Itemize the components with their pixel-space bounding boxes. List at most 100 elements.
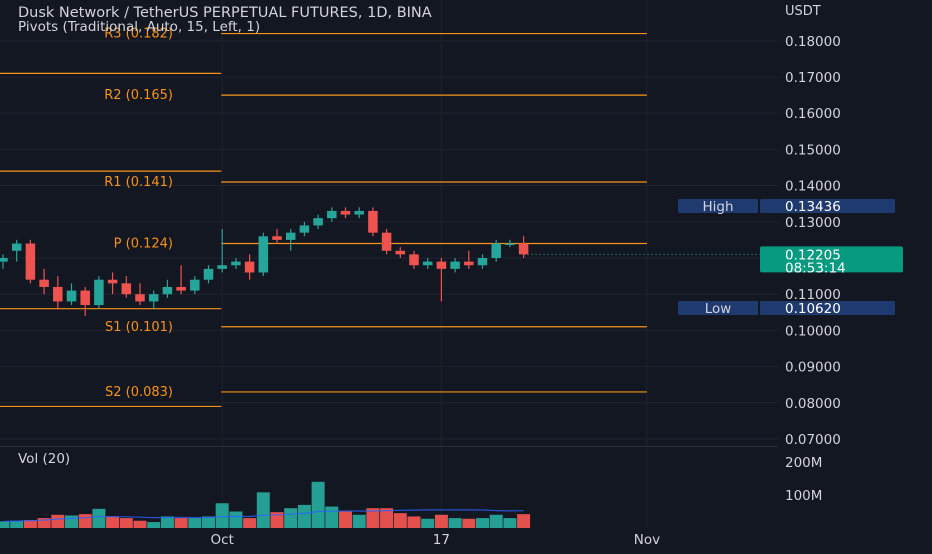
candle-body	[477, 258, 488, 266]
high-tag-value: 0.13436	[785, 199, 841, 215]
candle-body	[258, 236, 269, 273]
candle-body	[0, 258, 8, 262]
candle-body	[190, 279, 200, 291]
candle-body	[11, 243, 22, 251]
candle-body	[409, 254, 419, 266]
volume-bar	[37, 518, 51, 528]
volume-bar	[407, 516, 421, 528]
candle-body	[25, 243, 36, 280]
candle-body	[176, 286, 186, 291]
candle-body	[422, 261, 433, 266]
volume-bar	[434, 514, 448, 528]
volume-bar	[517, 514, 531, 528]
volume-bar	[380, 508, 394, 528]
volume-tick-label: 100M	[785, 488, 822, 504]
pivot-label-r3: R3 (0.182)	[104, 27, 173, 42]
candle-body	[381, 232, 392, 251]
volume-tick-label: 200M	[785, 455, 822, 471]
volume-bar	[0, 521, 10, 528]
volume-indicator-label[interactable]: Vol (20)	[18, 451, 70, 467]
candle-body	[272, 236, 282, 240]
volume-bar	[215, 503, 229, 528]
volume-bar	[297, 504, 311, 528]
time-tick-label: Nov	[634, 532, 660, 548]
candle-body	[80, 290, 90, 306]
candle-body	[464, 261, 474, 266]
candle-body	[121, 283, 132, 295]
candle-body	[66, 290, 77, 302]
candle-body	[162, 286, 173, 295]
volume-bar	[421, 518, 435, 528]
volume-bar	[202, 516, 215, 528]
candle-body	[203, 268, 214, 280]
volume-bar	[256, 492, 270, 528]
volume-bar	[188, 518, 202, 528]
candle-body	[148, 294, 159, 302]
candle-body	[244, 261, 255, 273]
time-tick-label: 17	[433, 532, 450, 548]
volume-bar	[503, 518, 517, 528]
volume-bar	[23, 520, 37, 528]
volume-bar	[119, 518, 133, 528]
price-tick-label: 0.16000	[785, 106, 841, 122]
current-price-countdown: 08:53:14	[785, 260, 846, 276]
pivot-label-s1: S1 (0.101)	[105, 320, 173, 335]
pivot-label-s2: S2 (0.083)	[105, 385, 173, 400]
volume-bar	[229, 511, 243, 528]
pivot-layer: R3 (0.182) R2 (0.165) R1 (0.141) P (0.124) S…	[0, 27, 647, 408]
volume-bar	[270, 512, 284, 528]
volume-bar	[51, 514, 65, 528]
price-tick-label: 0.15000	[785, 142, 841, 158]
pivot-label-p: P (0.124)	[114, 237, 173, 252]
volume-bar	[65, 515, 78, 528]
price-tick-label: 0.10000	[785, 323, 841, 339]
candle-body	[94, 279, 104, 306]
volume-bar	[366, 508, 380, 528]
volume-layer	[0, 481, 531, 528]
grid-layer	[0, 0, 778, 528]
volume-bar	[448, 518, 462, 528]
candle-body	[518, 243, 529, 255]
pivot-label-r1: R1 (0.141)	[104, 175, 173, 190]
candle-body	[327, 210, 337, 219]
low-tag-value-bg	[760, 300, 895, 315]
volume-bar	[352, 514, 366, 528]
candle-body	[217, 265, 227, 269]
high-tag-value-bg	[760, 199, 895, 214]
low-tag-label-bg	[678, 300, 758, 315]
pivots-indicator-label[interactable]: Pivots (Traditional, Auto, 15, Left, 1)	[18, 19, 260, 35]
volume-bar	[325, 506, 339, 528]
candle-body	[53, 286, 63, 302]
candle-body	[368, 210, 378, 233]
volume-bar	[133, 520, 147, 528]
volume-bar	[284, 508, 298, 528]
volume-bar	[476, 518, 489, 528]
currency-label: USDT	[785, 4, 821, 19]
price-tick-label: 0.17000	[785, 70, 841, 86]
current-price-tag-bg	[760, 246, 903, 273]
axis-layer: 0.18000 0.17000 0.16000 0.15000 0.14000 0.130…	[211, 34, 841, 548]
volume-bar	[243, 518, 257, 528]
candle-body	[299, 225, 310, 233]
volume-bar	[147, 522, 161, 528]
volume-bar	[339, 511, 352, 528]
candle-body	[395, 250, 406, 255]
candle-body	[491, 243, 501, 258]
volume-bar	[393, 513, 407, 528]
candle-body	[340, 210, 351, 215]
low-tag-label: Low	[705, 301, 732, 317]
price-tick-label: 0.11000	[785, 287, 841, 303]
price-tick-label: 0.07000	[785, 432, 841, 448]
volume-bar	[92, 508, 106, 528]
candle-body	[505, 243, 515, 246]
volume-bar	[78, 514, 92, 528]
price-tick-label: 0.09000	[785, 360, 841, 376]
volume-bar	[462, 518, 476, 528]
candle-body	[39, 279, 49, 287]
price-tick-label: 0.18000	[785, 34, 841, 50]
volume-bar	[10, 520, 24, 528]
candle-body	[135, 294, 145, 302]
